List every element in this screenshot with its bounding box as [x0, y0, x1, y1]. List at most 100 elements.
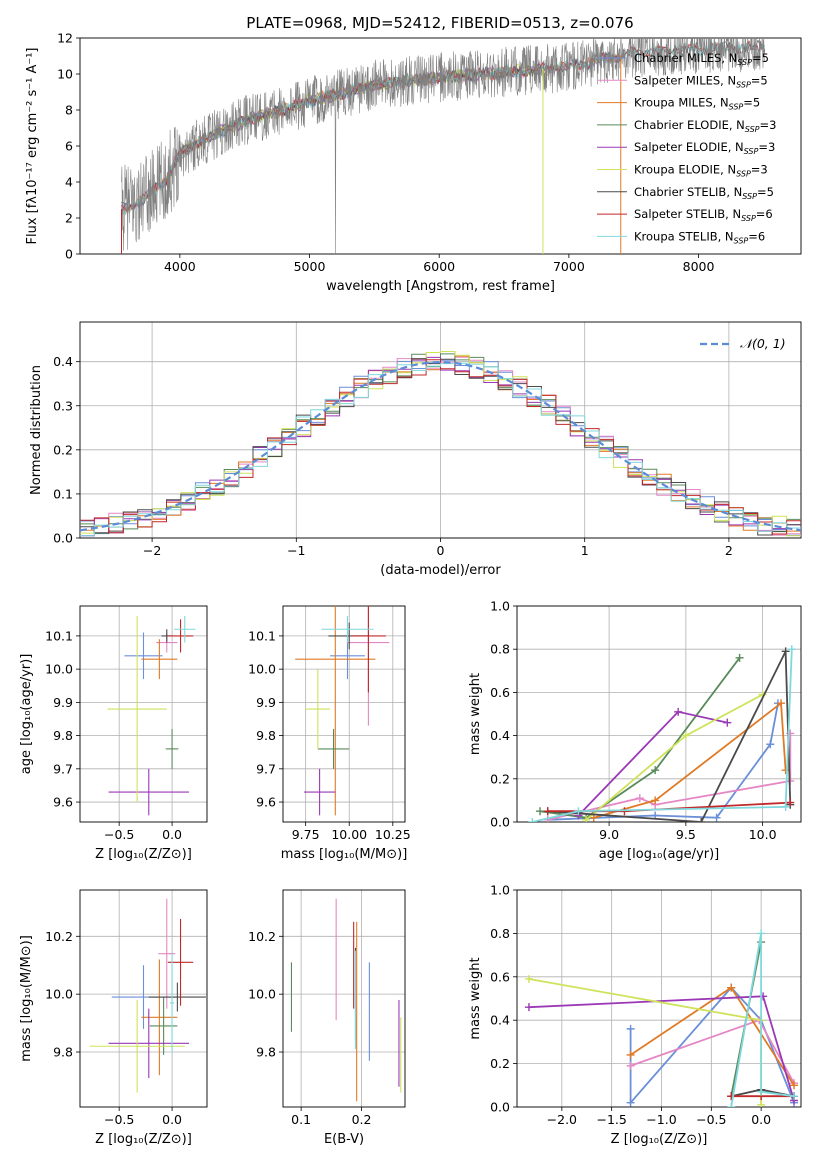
x-axis-label: Z [log₁₀(Z/Z⊙)]	[611, 1132, 708, 1147]
observed-spectrum	[121, 38, 765, 254]
weight-marker	[790, 1081, 799, 1090]
legend-label-main: Salpeter ELODIE, N	[634, 140, 744, 154]
y-tick-label: 0	[65, 247, 73, 262]
legend-label-main: Chabrier STELIB, N	[634, 185, 742, 199]
x-axis-label: Z [log₁₀(Z/Z⊙)]	[95, 847, 192, 862]
weight-marker	[620, 807, 629, 816]
x-axis-label: age [log₁₀(age/yr)]	[599, 847, 720, 862]
legend-label-main: Chabrier ELODIE, N	[634, 118, 745, 132]
y-tick-label: 0.4	[53, 354, 73, 369]
x-tick-label: −2	[143, 543, 161, 558]
y-tick-label: 0.0	[490, 815, 510, 830]
legend-label: Kroupa ELODIE, NSSP=3	[634, 163, 768, 179]
x-tick-label: 1	[581, 543, 589, 558]
error-bars	[290, 898, 402, 1102]
x-tick-label: 9.75	[292, 827, 320, 842]
y-tick-label: 10.0	[248, 662, 276, 677]
x-axis-label: mass [log₁₀(M/M⊙)]	[281, 847, 408, 862]
y-tick-label: 10.2	[248, 929, 276, 944]
weight-line-kroupa-stelib	[532, 649, 793, 822]
legend-label-sub: SSP	[737, 58, 752, 67]
y-tick-label: 0.3	[53, 398, 73, 413]
plot-frame	[79, 321, 802, 539]
figure-title: PLATE=0968, MJD=52412, FIBERID=0513, z=0…	[246, 14, 633, 32]
y-tick-label: 6	[65, 139, 73, 154]
x-axis-label: Z [log₁₀(Z/Z⊙)]	[95, 1132, 192, 1147]
x-axis-label: (data-model)/error	[380, 563, 501, 578]
y-tick-label: 1.0	[490, 883, 510, 898]
plot-frame	[516, 889, 802, 1108]
y-tick-label: 0.6	[490, 685, 510, 700]
x-tick-label: −0.5	[696, 1112, 726, 1127]
weight-marker	[781, 766, 790, 775]
legend-label-main: Salpeter STELIB, N	[634, 207, 741, 221]
x-tick-label: 0.2	[352, 1112, 372, 1127]
plot-frame	[79, 889, 208, 1108]
y-tick-label: 0.4	[490, 728, 510, 743]
x-tick-label: −1.5	[596, 1112, 626, 1127]
weight-marker	[536, 807, 545, 816]
legend-label: Kroupa MILES, NSSP=5	[634, 96, 760, 112]
weight-line-chabrier-stelib	[547, 651, 792, 822]
weight-marker	[766, 740, 775, 749]
mass-vs-ebv-panel: 0.1 0.2 9.8 10.0 10.2 E(B-V)	[248, 889, 406, 1147]
weight-vs-Z-panel: −2.0 −1.5 −1.0 −0.5 0.0 0.0 0.2 0.4 0.6 0.8 1.0 Z […	[468, 883, 802, 1147]
y-tick-label: 0.8	[490, 926, 510, 941]
x-tick-label: 2	[725, 543, 733, 558]
weight-marker	[777, 699, 786, 708]
legend-label-main: Kroupa ELODIE, N	[634, 163, 736, 177]
weight-marker	[727, 983, 736, 992]
y-tick-label: 10.1	[45, 628, 73, 643]
y-tick-label: 9.6	[53, 795, 73, 810]
legend-label: 𝒩(0, 1)	[740, 336, 786, 351]
spectrum-data	[120, 38, 766, 254]
weight-marker	[582, 815, 591, 822]
y-tick-label: 9.8	[53, 1045, 73, 1060]
legend-label-tail: =6	[756, 207, 773, 221]
y-tick-label: 0.0	[53, 531, 73, 546]
legend-label-tail: =6	[748, 229, 765, 243]
error-bars	[89, 898, 206, 1093]
weight-marker	[790, 1092, 799, 1101]
weight-marker	[674, 707, 683, 716]
weight-line-chabrier-miles	[629, 986, 795, 1106]
mass-vs-Z-panel: −0.5 0.0 9.8 10.0 10.2 Z [log₁₀(Z/Z⊙)] mass [l…	[19, 889, 208, 1147]
legend-label: Salpeter STELIB, NSSP=6	[634, 207, 773, 223]
y-tick-label: 1.0	[490, 599, 510, 614]
weight-marker	[697, 818, 706, 822]
legend-label-sub: SSP	[736, 80, 751, 89]
legend-label-tail: =3	[751, 163, 768, 177]
weight-marker	[712, 813, 721, 822]
model-spectrum-kroupa-miles	[121, 51, 621, 216]
y-tick-label: 2	[65, 211, 73, 226]
legend-label-tail: =5	[752, 51, 769, 65]
y-tick-label: 0.2	[490, 771, 510, 786]
weight-marker	[757, 1087, 766, 1096]
legend-label: Chabrier ELODIE, NSSP=3	[634, 118, 776, 134]
spectrum-panel: 4000 5000 6000 7000 8000 0 2 4 6 8 10 12 wavelength …	[25, 31, 802, 294]
legend-label-sub: SSP	[729, 103, 744, 112]
plot-frame	[516, 605, 802, 823]
y-tick-label: 0.0	[490, 1100, 510, 1115]
x-tick-label: −1.0	[646, 1112, 676, 1127]
legend-label: Kroupa STELIB, NSSP=6	[634, 229, 765, 245]
x-tick-label: −2.0	[547, 1112, 577, 1127]
y-tick-label: 9.8	[256, 728, 276, 743]
y-tick-label: 10.0	[248, 987, 276, 1002]
age-vs-mass-panel: 9.75 10.00 10.25 9.6 9.7 9.8 9.9 10.0 10.1 mass […	[248, 605, 411, 862]
x-tick-label: 0.0	[751, 1112, 771, 1127]
x-tick-label: −0.5	[104, 827, 134, 842]
y-tick-label: 9.9	[256, 695, 276, 710]
histogram-kroupa-elodie	[80, 351, 801, 537]
x-tick-label: 8000	[683, 259, 715, 274]
error-bars	[107, 615, 196, 816]
legend-label-sub: SSP	[742, 192, 757, 201]
y-axis-label: Normed distribution	[29, 365, 44, 495]
weight-marker	[787, 645, 796, 654]
x-tick-label: 0.0	[162, 1112, 182, 1127]
weight-marker	[723, 718, 732, 727]
weight-marker	[543, 807, 552, 816]
weight-marker	[626, 1061, 635, 1070]
weight-marker	[528, 818, 537, 822]
legend-label-sub: SSP	[745, 125, 760, 134]
